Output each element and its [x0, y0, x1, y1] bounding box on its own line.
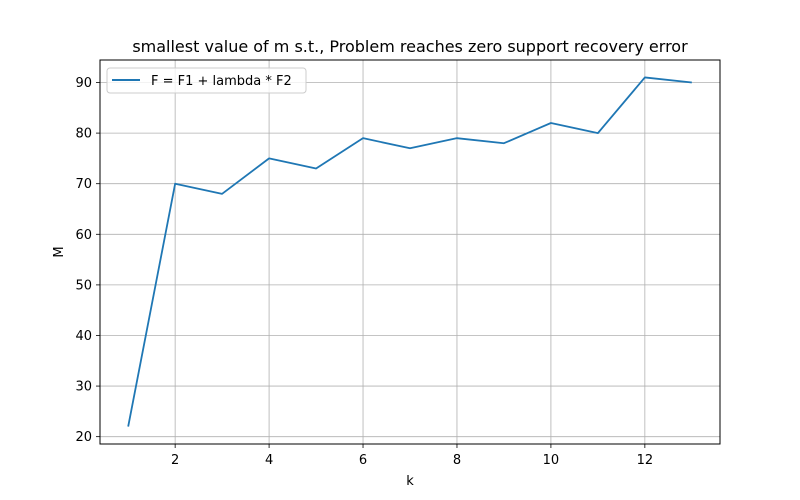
- y-tick-label: 90: [75, 76, 92, 91]
- y-tick-label: 30: [75, 380, 92, 395]
- x-tick-label: 12: [637, 453, 654, 468]
- y-tick-label: 60: [75, 228, 92, 243]
- y-tick-label: 80: [75, 127, 92, 142]
- y-tick-label: 70: [75, 177, 92, 192]
- legend-label: F = F1 + lambda * F2: [151, 74, 292, 89]
- ticks: 2 4 6 8 10 12 20 30 40 50 60 70 80 90: [75, 76, 653, 468]
- x-tick-label: 10: [543, 453, 560, 468]
- x-tick-label: 8: [453, 453, 461, 468]
- x-tick-label: 4: [265, 453, 273, 468]
- series-line: [127, 76, 692, 427]
- plot-frame: [99, 59, 721, 445]
- y-tick-label: 20: [75, 430, 92, 445]
- legend-box: [106, 67, 307, 94]
- chart-title: smallest value of m s.t., Problem reache…: [132, 37, 688, 56]
- y-tick-label: 50: [75, 278, 92, 293]
- x-tick-label: 6: [359, 453, 367, 468]
- series-layer: [127, 76, 692, 427]
- grid: [100, 60, 720, 444]
- y-axis-label: M: [52, 246, 67, 257]
- legend: F = F1 + lambda * F2: [106, 67, 307, 94]
- y-tick-label: 40: [75, 329, 92, 344]
- x-tick-label: 2: [171, 453, 179, 468]
- x-axis-label: k: [406, 474, 414, 489]
